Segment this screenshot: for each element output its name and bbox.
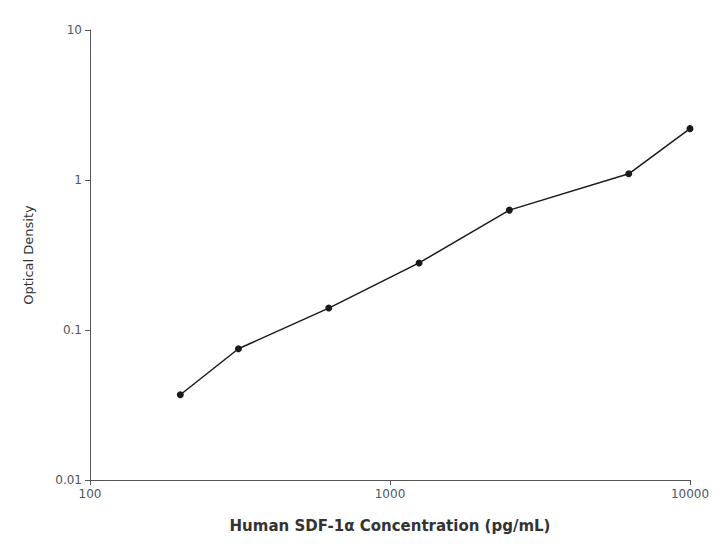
svg-text:10000: 10000 — [671, 487, 709, 501]
svg-text:Optical Density: Optical Density — [21, 205, 36, 305]
svg-text:100: 100 — [79, 487, 102, 501]
svg-text:1: 1 — [74, 173, 82, 187]
svg-text:Human SDF-1α Concentration (pg: Human SDF-1α Concentration (pg/mL) — [230, 517, 551, 535]
svg-text:1000: 1000 — [375, 487, 406, 501]
svg-text:0.01: 0.01 — [55, 473, 82, 487]
svg-text:0.1: 0.1 — [63, 323, 82, 337]
svg-text:10: 10 — [67, 23, 82, 37]
